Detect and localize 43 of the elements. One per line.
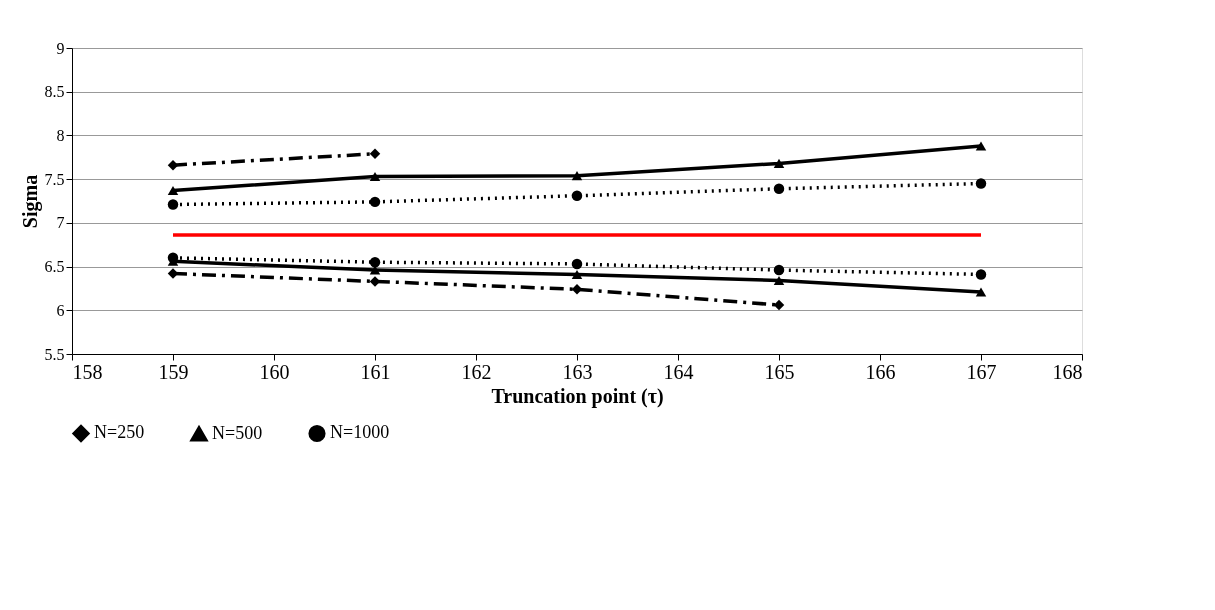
point	[773, 158, 785, 168]
y-tick-label: 6.5	[44, 258, 65, 276]
point	[571, 269, 583, 279]
legend-label: N=1000	[330, 422, 390, 443]
x-axis-title: Truncation point (τ)	[491, 384, 664, 408]
point	[571, 190, 583, 201]
x-tick-label: 159	[158, 360, 189, 383]
point	[773, 183, 785, 194]
x-tick-label: 158	[72, 360, 103, 383]
point	[369, 196, 381, 208]
y-tick-label: 8	[56, 126, 65, 144]
legend-label: N=250	[94, 422, 145, 443]
point	[773, 276, 785, 286]
point	[369, 148, 381, 160]
x-tick-label: 162	[461, 360, 492, 383]
point	[975, 287, 987, 297]
x-tick-label: 161	[360, 360, 391, 383]
y-tick-label: 8.5	[44, 83, 65, 101]
x-tick-label: 164	[663, 360, 694, 383]
point	[369, 171, 381, 182]
y-axis-title: Sigma	[18, 174, 42, 229]
y-tick-label: 9	[56, 39, 65, 57]
x-tick-label: 167	[966, 360, 997, 383]
y-tick-label: 6	[56, 301, 65, 319]
y-tick-label: 7	[56, 214, 65, 232]
x-tick-label: 163	[562, 360, 593, 383]
point	[167, 199, 179, 210]
point	[975, 178, 987, 189]
y-tick-label: 5.5	[44, 345, 65, 363]
x-tick-label: 165	[764, 360, 795, 383]
point	[167, 185, 179, 196]
x-tick-label: 166	[865, 360, 896, 383]
legend-label: N=500	[212, 422, 263, 443]
point	[571, 171, 583, 181]
point	[167, 159, 179, 171]
point	[975, 269, 987, 280]
x-tick-label: 160	[259, 360, 290, 383]
y-tick-label: 7.5	[44, 170, 65, 188]
point	[369, 256, 381, 268]
point	[773, 264, 785, 276]
point	[975, 141, 987, 151]
point	[571, 258, 583, 270]
x-tick-label: 168	[1052, 360, 1083, 383]
